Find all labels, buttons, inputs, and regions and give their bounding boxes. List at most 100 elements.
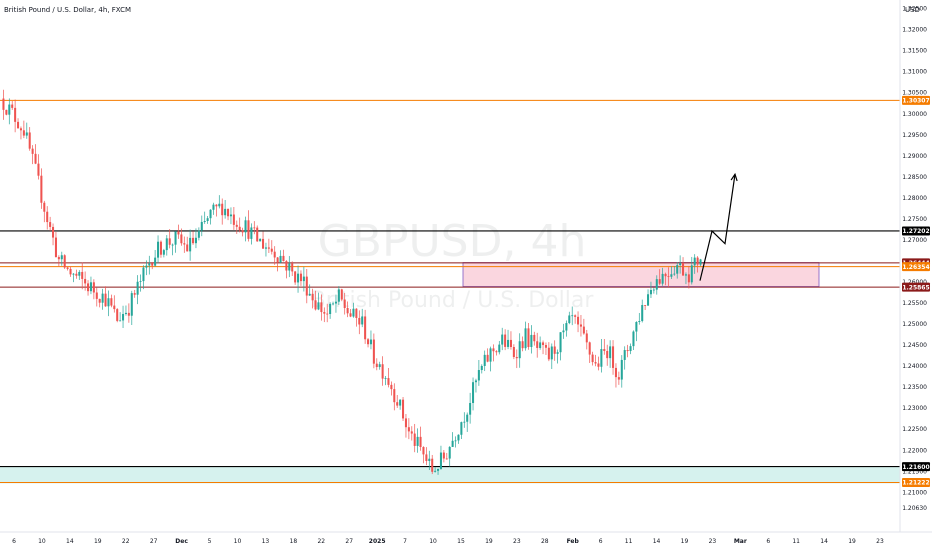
candle-body xyxy=(579,324,582,327)
support-zone[interactable] xyxy=(0,466,900,484)
projection-path[interactable] xyxy=(699,174,736,281)
x-tick-label: 19 xyxy=(848,538,856,545)
x-tick-label: 11 xyxy=(792,538,800,545)
projection-arrowhead xyxy=(730,172,738,182)
x-tick-label: 10 xyxy=(429,538,437,545)
price-axis[interactable] xyxy=(900,0,932,550)
x-tick-label: 2025 xyxy=(369,538,386,545)
candle-body xyxy=(288,263,291,271)
candle-body xyxy=(302,276,305,282)
candle-body xyxy=(559,332,562,353)
candle-body xyxy=(317,302,320,310)
candle-body xyxy=(489,348,492,362)
candle-body xyxy=(294,271,297,283)
level-label-bg xyxy=(902,477,930,487)
candle-body xyxy=(472,382,475,404)
level-label-bg xyxy=(902,226,930,236)
y-tick-label: 1.25500 xyxy=(902,300,927,307)
candle-body xyxy=(404,418,407,428)
watermark: GBPUSD, 4h British Pound / U.S. Dollar xyxy=(311,216,595,313)
candle-body xyxy=(107,298,110,307)
level-label-1.26354: 1.26354 xyxy=(902,264,929,271)
y-tick-label: 1.23500 xyxy=(902,384,927,391)
candle-body xyxy=(533,334,536,342)
level-label-bg xyxy=(902,462,930,472)
candle-body xyxy=(209,209,212,219)
level-label-1.21222: 1.21222 xyxy=(902,480,929,487)
candle-body xyxy=(14,107,17,122)
candle-body xyxy=(127,312,130,316)
x-tick-label: 23 xyxy=(513,538,521,545)
candle-body xyxy=(142,267,145,282)
candle-body xyxy=(52,226,55,238)
x-tick-label: 10 xyxy=(234,538,242,545)
candle-body xyxy=(670,274,673,277)
y-axis-ticks: 1.32500 1.32000 1.31500 1.31000 1.30500 1.300… xyxy=(902,6,927,512)
candle-body xyxy=(54,237,57,258)
candle-body xyxy=(218,203,221,207)
y-tick-label: 1.24500 xyxy=(902,342,927,349)
candle-body xyxy=(661,273,664,284)
candle-body xyxy=(372,339,375,364)
candle-body xyxy=(480,365,483,371)
candle-body xyxy=(396,402,399,406)
y-tick-label: 1.27500 xyxy=(902,216,927,223)
candle-body xyxy=(416,436,419,446)
candle-body xyxy=(238,226,241,231)
candle-body xyxy=(422,447,425,455)
candle-body xyxy=(582,326,585,334)
candle-body xyxy=(428,458,431,462)
candle-body xyxy=(673,273,676,275)
y-tick-label: 1.29000 xyxy=(902,153,927,160)
candle-body xyxy=(594,362,597,364)
candle-body xyxy=(466,414,469,422)
candle-body xyxy=(2,98,5,110)
candle-body xyxy=(92,282,95,293)
candle-body xyxy=(492,348,495,352)
candle-body xyxy=(571,315,574,317)
candle-body xyxy=(194,237,197,244)
candle-body xyxy=(244,220,247,233)
candle-body xyxy=(693,257,696,266)
y-tick-label: 1.20630 xyxy=(902,505,927,512)
candle-body xyxy=(162,250,165,255)
candle-body xyxy=(130,293,133,316)
candle-body xyxy=(638,321,641,322)
candle-body xyxy=(25,132,28,136)
candle-body xyxy=(562,330,565,333)
candle-body xyxy=(568,315,571,324)
candle-body xyxy=(664,273,667,277)
x-tick-label: 19 xyxy=(485,538,493,545)
candle-body xyxy=(431,458,434,472)
x-tick-label: Feb xyxy=(567,538,580,545)
candle-body xyxy=(323,312,326,314)
candle-body xyxy=(617,377,620,380)
candle-body xyxy=(369,339,372,345)
candle-body xyxy=(632,331,635,347)
x-tick-label: 6 xyxy=(766,538,770,545)
candle-body xyxy=(518,341,521,359)
candle-body xyxy=(136,281,139,295)
candle-body xyxy=(591,354,594,363)
x-tick-label: 5 xyxy=(208,538,212,545)
x-tick-label: Dec xyxy=(175,538,188,545)
candle-body xyxy=(612,346,615,368)
y-tick-label: 1.32000 xyxy=(902,27,927,34)
y-tick-label: 1.21500 xyxy=(902,468,927,475)
chart-title: British Pound / U.S. Dollar, 4h, FXCM xyxy=(4,6,132,14)
y-tick-label: 1.25000 xyxy=(902,321,927,328)
candle-body xyxy=(308,293,311,296)
candle-body xyxy=(95,292,98,299)
candle-body xyxy=(486,354,489,362)
candle-body xyxy=(498,344,501,353)
candle-body xyxy=(113,305,116,310)
candle-body xyxy=(273,251,276,258)
candle-body xyxy=(320,302,323,313)
candle-body xyxy=(197,230,200,238)
candle-body xyxy=(474,380,477,383)
candle-body xyxy=(122,313,125,321)
y-tick-label: 1.26000 xyxy=(902,279,927,286)
candle-body xyxy=(542,342,545,346)
level-label-bg xyxy=(902,95,930,105)
